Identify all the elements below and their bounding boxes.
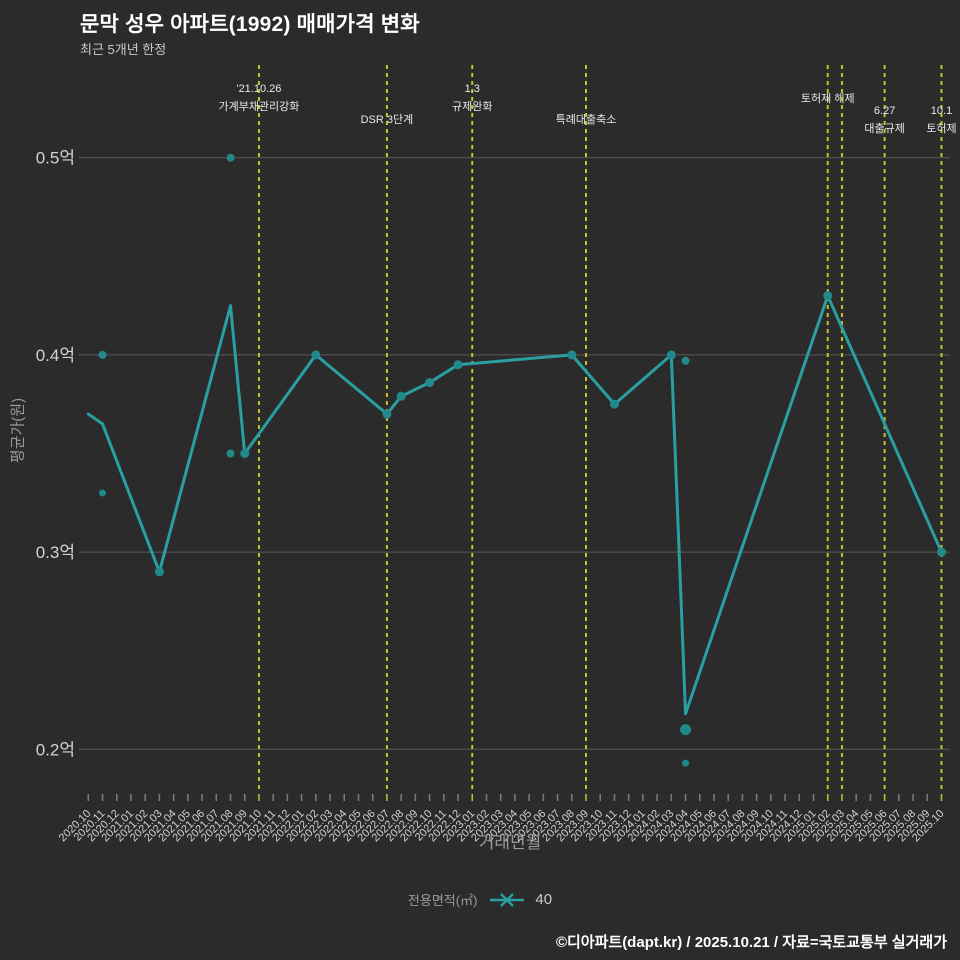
legend-label: 전용면적(㎡) (407, 893, 478, 908)
series-point-marker[interactable] (396, 391, 406, 401)
transaction-dot[interactable] (682, 759, 690, 767)
y-tick-label: 0.4억 (36, 346, 75, 365)
series-point-marker[interactable] (666, 350, 676, 360)
series-point-marker[interactable] (382, 409, 392, 419)
series-point-marker[interactable] (567, 350, 577, 360)
transaction-dot[interactable] (226, 449, 235, 458)
legend-item-40[interactable]: 40 (489, 891, 552, 908)
y-tick-label: 0.5억 (36, 149, 75, 168)
transaction-dot[interactable] (680, 724, 692, 736)
x-axis-title: 거래년월 (478, 833, 542, 852)
event-label: 토허제 해제 (801, 91, 855, 105)
series-point-marker[interactable] (425, 378, 435, 388)
event-label: 10.1 (931, 105, 952, 117)
event-label: 1.3 (465, 83, 480, 95)
page-title: 문막 성우 아파트(1992) 매매가격 변화 (80, 13, 420, 36)
page-subtitle: 최근 5개년 한정 (80, 42, 167, 57)
transaction-dot[interactable] (98, 350, 107, 359)
legend-series-name: 40 (535, 891, 553, 908)
transaction-dot[interactable] (99, 489, 107, 497)
legend: 전용면적(㎡) 40 (0, 890, 960, 909)
series-point-marker[interactable] (609, 399, 619, 409)
event-label: 가계부채관리강화 (218, 100, 299, 113)
y-axis-title: 평균가(원) (9, 397, 27, 464)
transaction-dot[interactable] (681, 356, 690, 365)
series-point-marker[interactable] (823, 291, 833, 301)
transaction-dot[interactable] (226, 153, 235, 162)
event-label: 6.27 (874, 105, 895, 117)
series-point-marker[interactable] (453, 360, 463, 370)
event-label: '21.10.26 (236, 83, 281, 95)
event-label: DSR 3단계 (361, 113, 414, 126)
event-label: 특례대출축소 (556, 113, 617, 126)
event-label: 토허제 (926, 122, 956, 135)
series-point-marker[interactable] (154, 567, 164, 577)
series-point-marker[interactable] (240, 449, 250, 458)
y-tick-label: 0.2억 (36, 740, 75, 759)
event-label: 대출규제 (864, 122, 904, 135)
series-point-marker[interactable] (311, 350, 321, 360)
series-point-marker[interactable] (937, 547, 946, 557)
line-with-x-marker-icon (490, 892, 525, 907)
series-line-40 (86, 294, 943, 716)
footer-credit: ©디아파트(dapt.kr) / 2025.10.21 / 자료=국토교통부 실… (555, 934, 947, 951)
y-tick-label: 0.3억 (36, 543, 75, 562)
event-label: 규제완화 (452, 100, 492, 113)
